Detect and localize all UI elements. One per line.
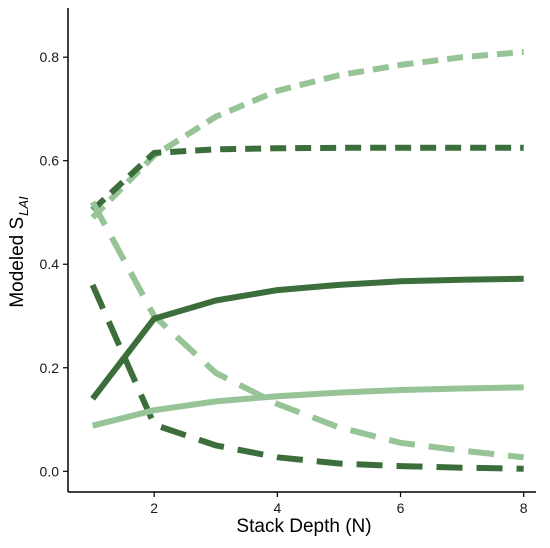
y-axis-title-main: Modeled S (7, 217, 28, 308)
x-tick-label: 6 (397, 500, 405, 516)
x-axis-ticks: 2 4 6 8 (150, 492, 528, 516)
series-line-5 (90, 275, 524, 401)
series-line-4 (89, 283, 524, 472)
y-tick-label: 0.4 (40, 256, 60, 272)
series-line-2 (90, 144, 524, 213)
series-line-6 (91, 384, 524, 429)
y-axis-title: Modeled SLAI (7, 196, 31, 308)
y-axis-title-subscript: LAI (16, 196, 31, 216)
x-tick-label: 4 (273, 500, 281, 516)
series-line-1 (90, 49, 524, 220)
x-axis-title: Stack Depth (N) (236, 516, 371, 537)
series-layer (89, 49, 525, 472)
y-axis-ticks: 0.0 0.2 0.4 0.6 0.8 (40, 49, 68, 479)
y-tick-label: 0.2 (40, 360, 60, 376)
x-tick-label: 8 (520, 500, 528, 516)
y-tick-label: 0.6 (40, 153, 60, 169)
y-tick-label: 0.8 (40, 49, 60, 65)
series-line-3 (89, 200, 525, 461)
y-tick-label: 0.0 (40, 463, 60, 479)
x-tick-label: 2 (150, 500, 158, 516)
